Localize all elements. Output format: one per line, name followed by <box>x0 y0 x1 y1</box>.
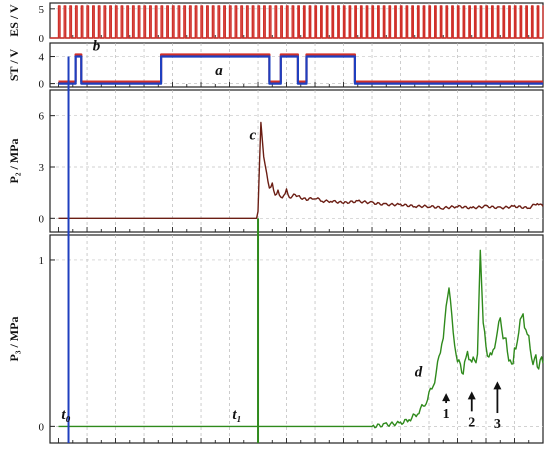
y-tick-label: 0 <box>39 33 45 45</box>
annotation-b: b <box>93 38 101 54</box>
series-line-es-0 <box>50 5 544 39</box>
panel-frame <box>49 42 544 88</box>
arrow-head <box>467 391 476 400</box>
annotation-a: a <box>215 63 223 79</box>
arrow-head <box>493 381 502 390</box>
annotation-t₀: t₀ <box>61 407 70 423</box>
arrow-head <box>442 393 451 402</box>
panel-st: 0 4 ST / V <box>7 42 544 91</box>
series-line-st-1 <box>58 55 543 85</box>
y-tick-label: 0 <box>39 79 45 91</box>
series-line-p2-0 <box>58 121 544 219</box>
annotation-t₁: t₁ <box>232 407 241 423</box>
panel-frame <box>49 234 544 444</box>
panel-frame <box>49 89 544 233</box>
y-tick-label: 0 <box>39 421 45 433</box>
annotation-c: c <box>249 128 256 144</box>
y-tick-label: 0 <box>39 213 45 225</box>
y-axis-label: ES / V <box>7 4 21 37</box>
series-line-p3-0 <box>58 249 544 429</box>
annotation-1: 1 <box>443 407 450 422</box>
panel-p3: 0 1 P₃ / MPa <box>7 234 544 444</box>
y-axis-label: ST / V <box>7 49 21 82</box>
y-tick-label: 6 <box>39 111 45 123</box>
annotation-d: d <box>415 364 423 380</box>
annotation-2: 2 <box>468 415 475 430</box>
y-axis-label: P₂ / MPa <box>7 139 21 184</box>
y-tick-label: 1 <box>39 255 45 267</box>
annotation-3: 3 <box>494 417 501 432</box>
y-axis-label: P₃ / MPa <box>7 317 21 362</box>
panel-es: 0 5 ES / V <box>7 2 544 45</box>
panel-p2: 0 3 6 P₂ / MPa <box>7 89 544 233</box>
y-tick-label: 3 <box>39 162 45 174</box>
y-tick-label: 4 <box>39 52 45 64</box>
y-tick-label: 5 <box>39 4 45 16</box>
series-line-st-0 <box>58 53 543 83</box>
